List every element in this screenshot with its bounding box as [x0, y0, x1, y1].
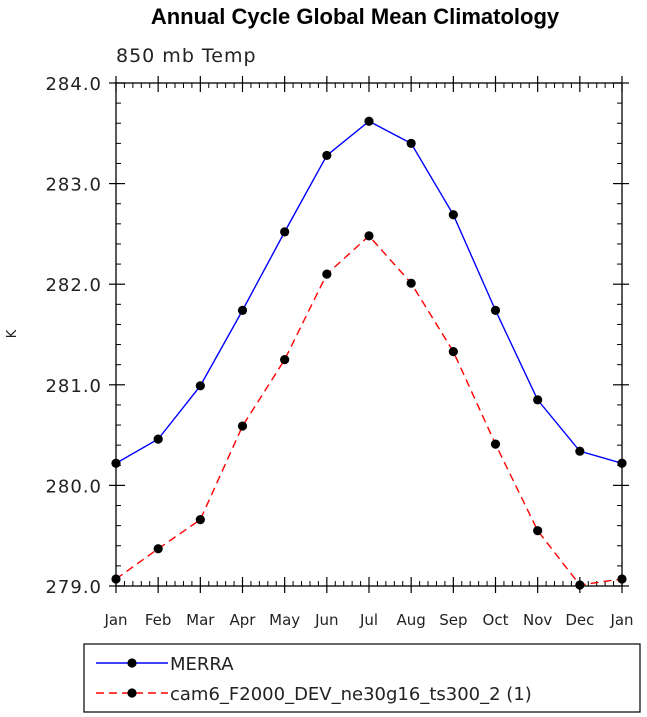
series-group — [111, 116, 627, 590]
data-point — [617, 574, 627, 584]
data-point — [237, 421, 248, 431]
series-2 — [111, 231, 627, 590]
data-point — [322, 269, 332, 279]
y-tick-label: 280.0 — [45, 476, 102, 497]
data-point — [280, 355, 290, 365]
series-line — [115, 120, 623, 464]
legend: MERRA cam6_F2000_DEV_ne30g16_ts300_2 (1) — [83, 643, 641, 713]
chart-title: Annual Cycle Global Mean Climatology — [151, 4, 560, 29]
data-point — [111, 574, 121, 584]
y-tick-label: 282.0 — [45, 275, 102, 296]
data-point — [237, 305, 248, 315]
data-point — [195, 515, 205, 525]
data-point — [617, 458, 627, 468]
x-tick-label: Dec — [565, 611, 594, 629]
data-point — [533, 395, 543, 405]
data-point — [364, 231, 374, 241]
data-point — [364, 116, 374, 126]
series-1 — [111, 116, 627, 468]
tick-marks — [109, 76, 629, 593]
data-point — [153, 544, 163, 554]
data-point — [406, 138, 416, 148]
legend-label: MERRA — [170, 654, 234, 675]
x-tick-label: Mar — [186, 611, 215, 629]
x-tick-label: Jun — [314, 611, 338, 629]
data-point — [322, 150, 332, 161]
x-tick-label: Oct — [483, 611, 509, 629]
x-tick-label: Feb — [145, 611, 172, 629]
x-tick-label: Jan — [609, 611, 633, 629]
data-point — [575, 580, 585, 590]
data-point — [153, 434, 163, 444]
data-point — [406, 278, 416, 288]
x-tick-label: Jul — [359, 611, 378, 629]
data-point — [575, 446, 585, 456]
data-point — [280, 227, 290, 237]
data-point — [111, 458, 121, 468]
y-tick-label: 284.0 — [45, 74, 102, 95]
y-tick-label: 283.0 — [45, 175, 102, 196]
x-tick-label: May — [269, 611, 300, 629]
data-point — [490, 439, 501, 449]
data-point — [533, 526, 543, 536]
y-axis-label: K — [5, 329, 20, 338]
x-tick-label: Aug — [397, 611, 426, 629]
legend-box — [83, 643, 641, 713]
data-point — [490, 305, 501, 315]
data-point — [448, 347, 458, 357]
data-point — [195, 381, 205, 391]
x-tick-label: Apr — [230, 611, 257, 629]
y-tick-label: 281.0 — [45, 376, 102, 397]
legend-label: cam6_F2000_DEV_ne30g16_ts300_2 (1) — [170, 684, 532, 705]
x-tick-label: Jan — [103, 611, 127, 629]
y-tick-labels: 279.0 280.0 281.0 282.0 283.0 284.0 — [45, 74, 102, 598]
legend-swatch-marker — [127, 688, 137, 698]
x-tick-label: Nov — [523, 611, 552, 629]
data-point — [448, 210, 458, 220]
legend-swatch-marker — [127, 658, 137, 668]
plot-frame — [115, 82, 623, 587]
x-tick-label: Sep — [439, 611, 467, 629]
y-tick-label: 279.0 — [45, 577, 102, 598]
chart-subtitle: 850 mb Temp — [116, 45, 257, 67]
x-tick-labels: Jan Feb Mar Apr May Jun Jul Aug Sep Oct Nov Dec Jan — [103, 611, 633, 629]
